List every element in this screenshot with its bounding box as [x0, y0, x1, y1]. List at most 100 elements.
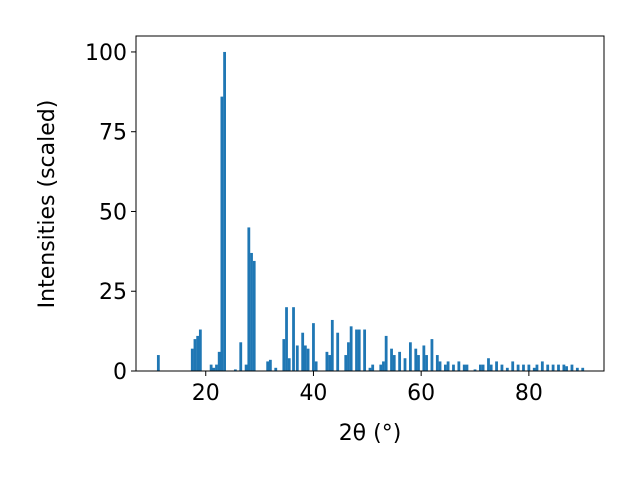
bar [190, 348, 194, 371]
bar [570, 364, 574, 371]
bar [417, 355, 420, 371]
bar [325, 351, 329, 371]
bar [392, 355, 396, 371]
bar [336, 332, 340, 371]
x-tick-label: 40 [299, 381, 327, 406]
bar [443, 364, 447, 371]
bar [233, 369, 237, 371]
bar [282, 339, 286, 371]
bar [223, 51, 226, 371]
bar [382, 361, 385, 371]
y-axis-label: Intensities (scaled) [35, 100, 60, 309]
bar [540, 361, 544, 371]
x-tick-label: 20 [192, 381, 220, 406]
bar [306, 348, 310, 371]
bar [371, 364, 375, 371]
bar [527, 364, 531, 371]
bar [303, 345, 307, 371]
bar [239, 342, 243, 371]
bar [196, 335, 200, 371]
bar [511, 361, 515, 371]
bar [301, 332, 305, 371]
bar [220, 96, 224, 371]
bar [363, 329, 367, 371]
bar [562, 364, 566, 371]
bar [212, 367, 216, 371]
bar [557, 364, 560, 371]
x-axis-label: 2θ (°) [339, 421, 402, 446]
bar [489, 364, 493, 371]
bar [414, 348, 418, 371]
bar [473, 369, 477, 371]
bar [349, 326, 353, 371]
bar [430, 339, 434, 371]
y-tick-label: 100 [85, 41, 127, 66]
bar [268, 359, 272, 371]
bar [457, 361, 461, 371]
plot-frame [135, 35, 605, 372]
y-tick-label: 50 [99, 200, 127, 225]
bar [247, 227, 251, 371]
bar [403, 358, 407, 371]
bar [250, 252, 253, 371]
bar [551, 364, 555, 371]
bar [344, 355, 348, 371]
bar [274, 367, 278, 371]
bar [215, 364, 218, 371]
bar [446, 361, 450, 371]
bar [198, 329, 202, 371]
y-tick-label: 0 [113, 360, 127, 385]
bar [398, 351, 402, 371]
bar [217, 351, 221, 371]
bar [379, 364, 383, 371]
bar [312, 323, 315, 371]
bar [500, 364, 504, 371]
bar [479, 364, 482, 371]
bar [535, 364, 539, 371]
bar [505, 367, 509, 371]
bar [193, 339, 197, 371]
bar [481, 364, 485, 371]
bar [575, 367, 579, 371]
bar [266, 361, 270, 371]
bar [462, 364, 466, 371]
bar [355, 329, 358, 371]
bar [546, 364, 550, 371]
bar [438, 361, 442, 371]
bar [390, 348, 393, 371]
bar [487, 358, 490, 371]
x-tick-label: 60 [407, 381, 435, 406]
bar [408, 342, 412, 371]
bar [292, 307, 295, 371]
bar [384, 335, 388, 371]
bar [368, 367, 372, 371]
bar [156, 355, 160, 371]
bar [495, 361, 498, 371]
bar [347, 342, 350, 371]
bar [244, 364, 248, 371]
bar [209, 364, 213, 371]
bar [516, 364, 520, 371]
bar [328, 355, 332, 371]
bar [252, 260, 256, 371]
bar [287, 358, 291, 371]
bar [422, 345, 426, 371]
x-tick-label: 80 [515, 381, 543, 406]
bar [330, 319, 334, 371]
bar [532, 367, 536, 371]
bar [425, 355, 428, 371]
y-tick-label: 25 [99, 280, 127, 305]
bar [522, 364, 525, 371]
bar [581, 367, 585, 371]
bar [314, 361, 318, 371]
bar [435, 355, 439, 371]
bar [295, 345, 299, 371]
bar [285, 307, 288, 371]
bar [452, 364, 455, 371]
bar [565, 366, 568, 371]
y-tick-label: 75 [99, 121, 127, 146]
bar [465, 364, 469, 371]
bar [357, 329, 361, 371]
